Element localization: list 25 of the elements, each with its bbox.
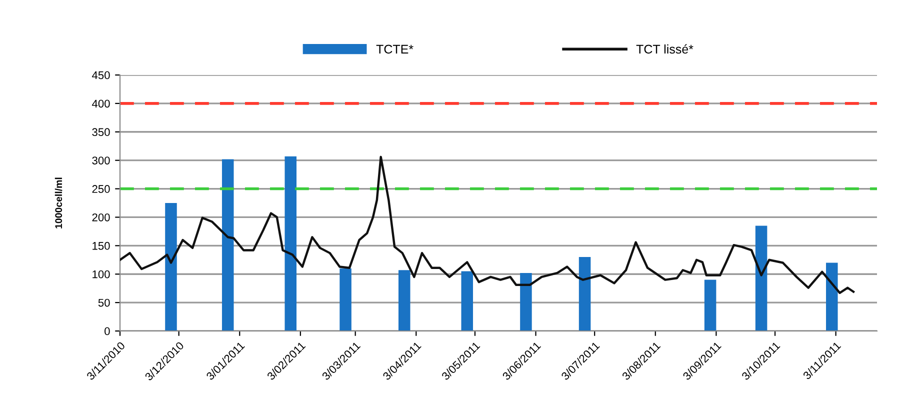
bar [826, 262, 838, 331]
y-tick-label: 300 [92, 156, 110, 164]
legend-label: TCTE* [376, 44, 414, 54]
y-axis-title: 1000cell/ml [54, 178, 62, 228]
bar [755, 226, 768, 331]
line-series [120, 156, 855, 294]
bar [284, 156, 297, 331]
y-tick-label: 150 [92, 242, 110, 250]
y-tick-label: 350 [92, 128, 110, 136]
y-tick-label: 50 [98, 298, 110, 307]
bar [398, 270, 410, 331]
bar [340, 268, 352, 331]
y-tick-label: 100 [92, 270, 110, 278]
y-tick-label: 200 [92, 213, 110, 222]
y-tick-label: 400 [92, 100, 110, 108]
y-tick-label: 450 [92, 71, 110, 80]
bar [578, 257, 591, 331]
legend-label: TCT lissé* [636, 44, 694, 54]
y-tick-label: 250 [92, 185, 110, 193]
bar [222, 159, 234, 331]
bar [704, 280, 716, 331]
bar [165, 203, 177, 331]
y-tick-label: 0 [104, 327, 110, 336]
bar [461, 271, 474, 331]
bar [520, 272, 532, 331]
